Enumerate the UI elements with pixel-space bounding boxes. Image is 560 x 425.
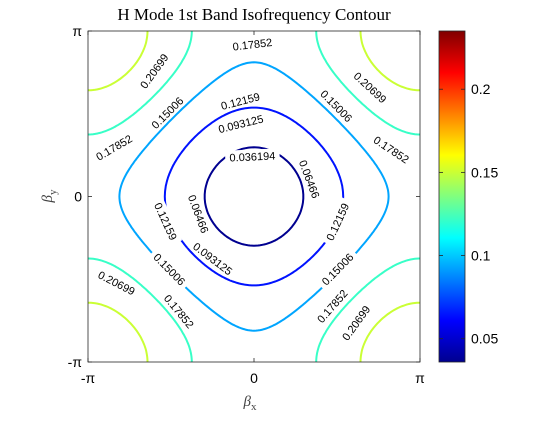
y-tick-label: 0 [74, 189, 82, 205]
contour-label-bg [311, 283, 353, 329]
colorbar-tick-label: 0.05 [471, 331, 498, 347]
contour-label-bg [187, 236, 239, 280]
plot-frame [87, 30, 421, 363]
contour-label-5-0: 0.17852 [227, 34, 277, 54]
colorbar-tick-label: 0.15 [471, 164, 498, 180]
contour-line-3 [88, 31, 420, 362]
colorbar [438, 30, 466, 363]
contour-label-bg [315, 247, 359, 291]
contour-label-bg [295, 154, 325, 204]
contour-label-bg [336, 299, 375, 346]
x-axis-label-sub: x [251, 401, 257, 413]
y-axis-label-main: β [40, 194, 56, 203]
contour-label-bg [212, 110, 269, 137]
y-axis-label: βy [40, 189, 59, 203]
contour-label-0-0: 0.036194 [224, 148, 280, 165]
contour-line-4 [88, 31, 420, 362]
contour-label-bg [159, 288, 200, 334]
x-tick-labels: -π 0 π [81, 370, 425, 386]
y-axis-label-sub: y [47, 189, 59, 195]
y-tick-labels: -π 0 π [68, 23, 83, 370]
contour-label-bg [348, 66, 393, 109]
contour-label-bg [148, 247, 192, 291]
x-axis-label-main: β [243, 394, 252, 410]
colorbar-tick-label: 0.2 [471, 81, 491, 97]
contour-label-bg [184, 188, 214, 239]
colorbar-ticks: 0.05 0.1 0.15 0.2 [439, 81, 498, 347]
x-tick-label: -π [81, 370, 96, 386]
y-axis-label-group: βy [40, 189, 59, 203]
x-axis-label: βx [243, 394, 257, 413]
contour-label-bg [92, 265, 142, 300]
contour-label-bg [150, 196, 183, 246]
x-tick-label: 0 [250, 370, 258, 386]
contour-label-bg [227, 34, 277, 54]
colorbar-tick-label: 0.1 [471, 248, 491, 264]
contour-label-bg [315, 83, 359, 128]
contour-label-text: 0.036194 [229, 151, 275, 165]
contour-label-bg [215, 88, 266, 114]
chart-title: H Mode 1st Band Isofrequency Contour [117, 5, 391, 24]
x-tick-label: π [415, 370, 425, 386]
contour-label-bg [224, 148, 280, 164]
contour-label-bg [89, 129, 138, 165]
y-tick-label: -π [68, 354, 83, 370]
y-tick-label: π [72, 23, 82, 39]
contour-label-bg [134, 47, 174, 95]
contour-label-bg [321, 197, 354, 247]
contour-label-bg [145, 90, 189, 134]
contour-label-bg [368, 130, 416, 168]
contour-label-text: 0.17852 [232, 37, 273, 54]
